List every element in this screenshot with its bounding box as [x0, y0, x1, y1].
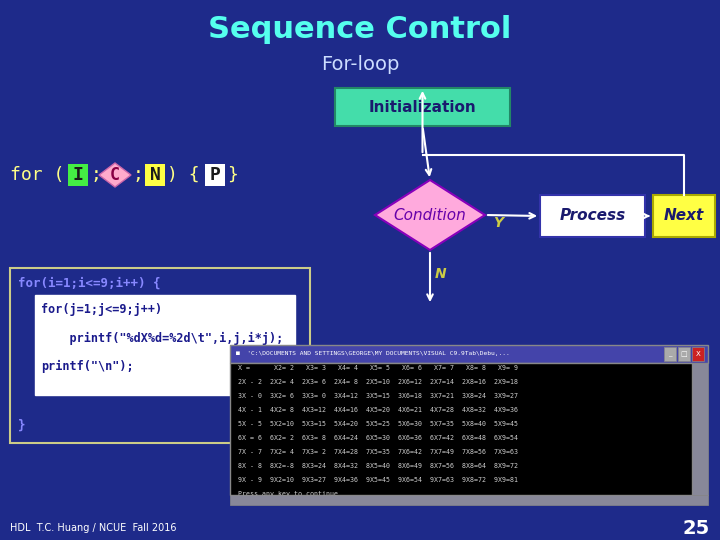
Text: Next: Next: [664, 208, 704, 224]
Text: 6X = 6  6X2= 2  6X3= 8  6X4=24  6X5=30  6X6=36  6X7=42  6X8=48  6X9=54: 6X = 6 6X2= 2 6X3= 8 6X4=24 6X5=30 6X6=3…: [234, 435, 518, 441]
Text: C: C: [110, 166, 120, 184]
Bar: [692, 363, 708, 495]
Text: Y: Y: [493, 216, 503, 230]
Polygon shape: [375, 180, 485, 250]
Text: 25: 25: [683, 518, 710, 537]
Text: printf("\n");: printf("\n");: [41, 360, 134, 373]
Bar: [205, 164, 225, 186]
Bar: [653, 195, 715, 237]
Bar: [145, 164, 165, 186]
Bar: [678, 347, 690, 361]
Text: 9X - 9  9X2=10  9X3=27  9X4=36  9X5=45  9X6=54  9X7=63  9X8=72  9X9=81: 9X - 9 9X2=10 9X3=27 9X4=36 9X5=45 9X6=5…: [234, 477, 518, 483]
Text: For-loop: For-loop: [321, 56, 399, 75]
Text: ) {: ) {: [167, 166, 199, 184]
Bar: [230, 363, 692, 495]
Text: 4X - 1  4X2= 8  4X3=12  4X4=16  4X5=20  4X6=21  4X7=28  4X8=32  4X9=36: 4X - 1 4X2= 8 4X3=12 4X4=16 4X5=20 4X6=2…: [234, 407, 518, 413]
Text: N: N: [150, 166, 161, 184]
Text: Press any key to continue: Press any key to continue: [234, 491, 338, 497]
Text: ■  'C:\DOCUMENTS AND SETTINGS\GEORGE\MY DOCUMENTS\VISUAL C9.9Tab\Debu,...: ■ 'C:\DOCUMENTS AND SETTINGS\GEORGE\MY D…: [236, 352, 510, 356]
Text: }: }: [227, 166, 238, 184]
Text: P: P: [210, 166, 220, 184]
Text: printf("%dX%d=%2d\t",i,j,i*j);: printf("%dX%d=%2d\t",i,j,i*j);: [41, 332, 283, 345]
Bar: [692, 347, 704, 361]
Text: X: X: [696, 351, 701, 357]
Bar: [664, 347, 676, 361]
Text: 2X - 2  2X2= 4  2X3= 6  2X4= 8  2X5=10  2X6=12  2X7=14  2X8=16  2X9=18: 2X - 2 2X2= 4 2X3= 6 2X4= 8 2X5=10 2X6=1…: [234, 379, 518, 385]
Text: }: }: [18, 418, 25, 431]
Text: N: N: [435, 267, 446, 281]
Text: Process: Process: [559, 208, 626, 224]
Bar: [68, 164, 88, 186]
Bar: [10, 268, 310, 443]
Polygon shape: [99, 163, 131, 187]
Text: 7X - 7  7X2= 4  7X3= 2  7X4=28  7X5=35  7X6=42  7X7=49  7X8=56  7X9=63: 7X - 7 7X2= 4 7X3= 2 7X4=28 7X5=35 7X6=4…: [234, 449, 518, 455]
Text: Condition: Condition: [394, 207, 467, 222]
Bar: [230, 345, 708, 363]
Text: 3X - 0  3X2= 6  3X3= 0  3X4=12  3X5=15  3X6=18  3X7=21  3X8=24  3X9=27: 3X - 0 3X2= 6 3X3= 0 3X4=12 3X5=15 3X6=1…: [234, 393, 518, 399]
Text: 8X - 8  8X2=-8  8X3=24  8X4=32  8X5=40  8X6=49  8X7=56  8X8=64  8X9=72: 8X - 8 8X2=-8 8X3=24 8X4=32 8X5=40 8X6=4…: [234, 463, 518, 469]
Text: □: □: [680, 351, 688, 357]
Bar: [230, 495, 708, 505]
Bar: [335, 88, 510, 126]
Text: ;: ;: [133, 166, 144, 184]
Text: X =      X2= 2   X3= 3   X4= 4   X5= 5   X6= 6   X7= 7   X8= 8   X9= 9: X = X2= 2 X3= 3 X4= 4 X5= 5 X6= 6 X7= 7 …: [234, 365, 518, 371]
Text: Initialization: Initialization: [369, 99, 477, 114]
Bar: [540, 195, 645, 237]
Text: HDL  T.C. Huang / NCUE  Fall 2016: HDL T.C. Huang / NCUE Fall 2016: [10, 523, 176, 533]
Text: for(i=1;i<=9;i++) {: for(i=1;i<=9;i++) {: [18, 276, 161, 289]
Text: I: I: [73, 166, 84, 184]
Text: 5X - 5  5X2=10  5X3=15  5X4=20  5X5=25  5X6=30  5X7=35  5X8=40  5X9=45: 5X - 5 5X2=10 5X3=15 5X4=20 5X5=25 5X6=3…: [234, 421, 518, 427]
Text: Sequence Control: Sequence Control: [208, 16, 512, 44]
Bar: [35, 295, 295, 395]
Text: for (: for (: [10, 166, 64, 184]
Text: _: _: [668, 351, 672, 357]
Text: ;: ;: [90, 166, 101, 184]
Text: for(j=1;j<=9;j++): for(j=1;j<=9;j++): [41, 303, 162, 316]
